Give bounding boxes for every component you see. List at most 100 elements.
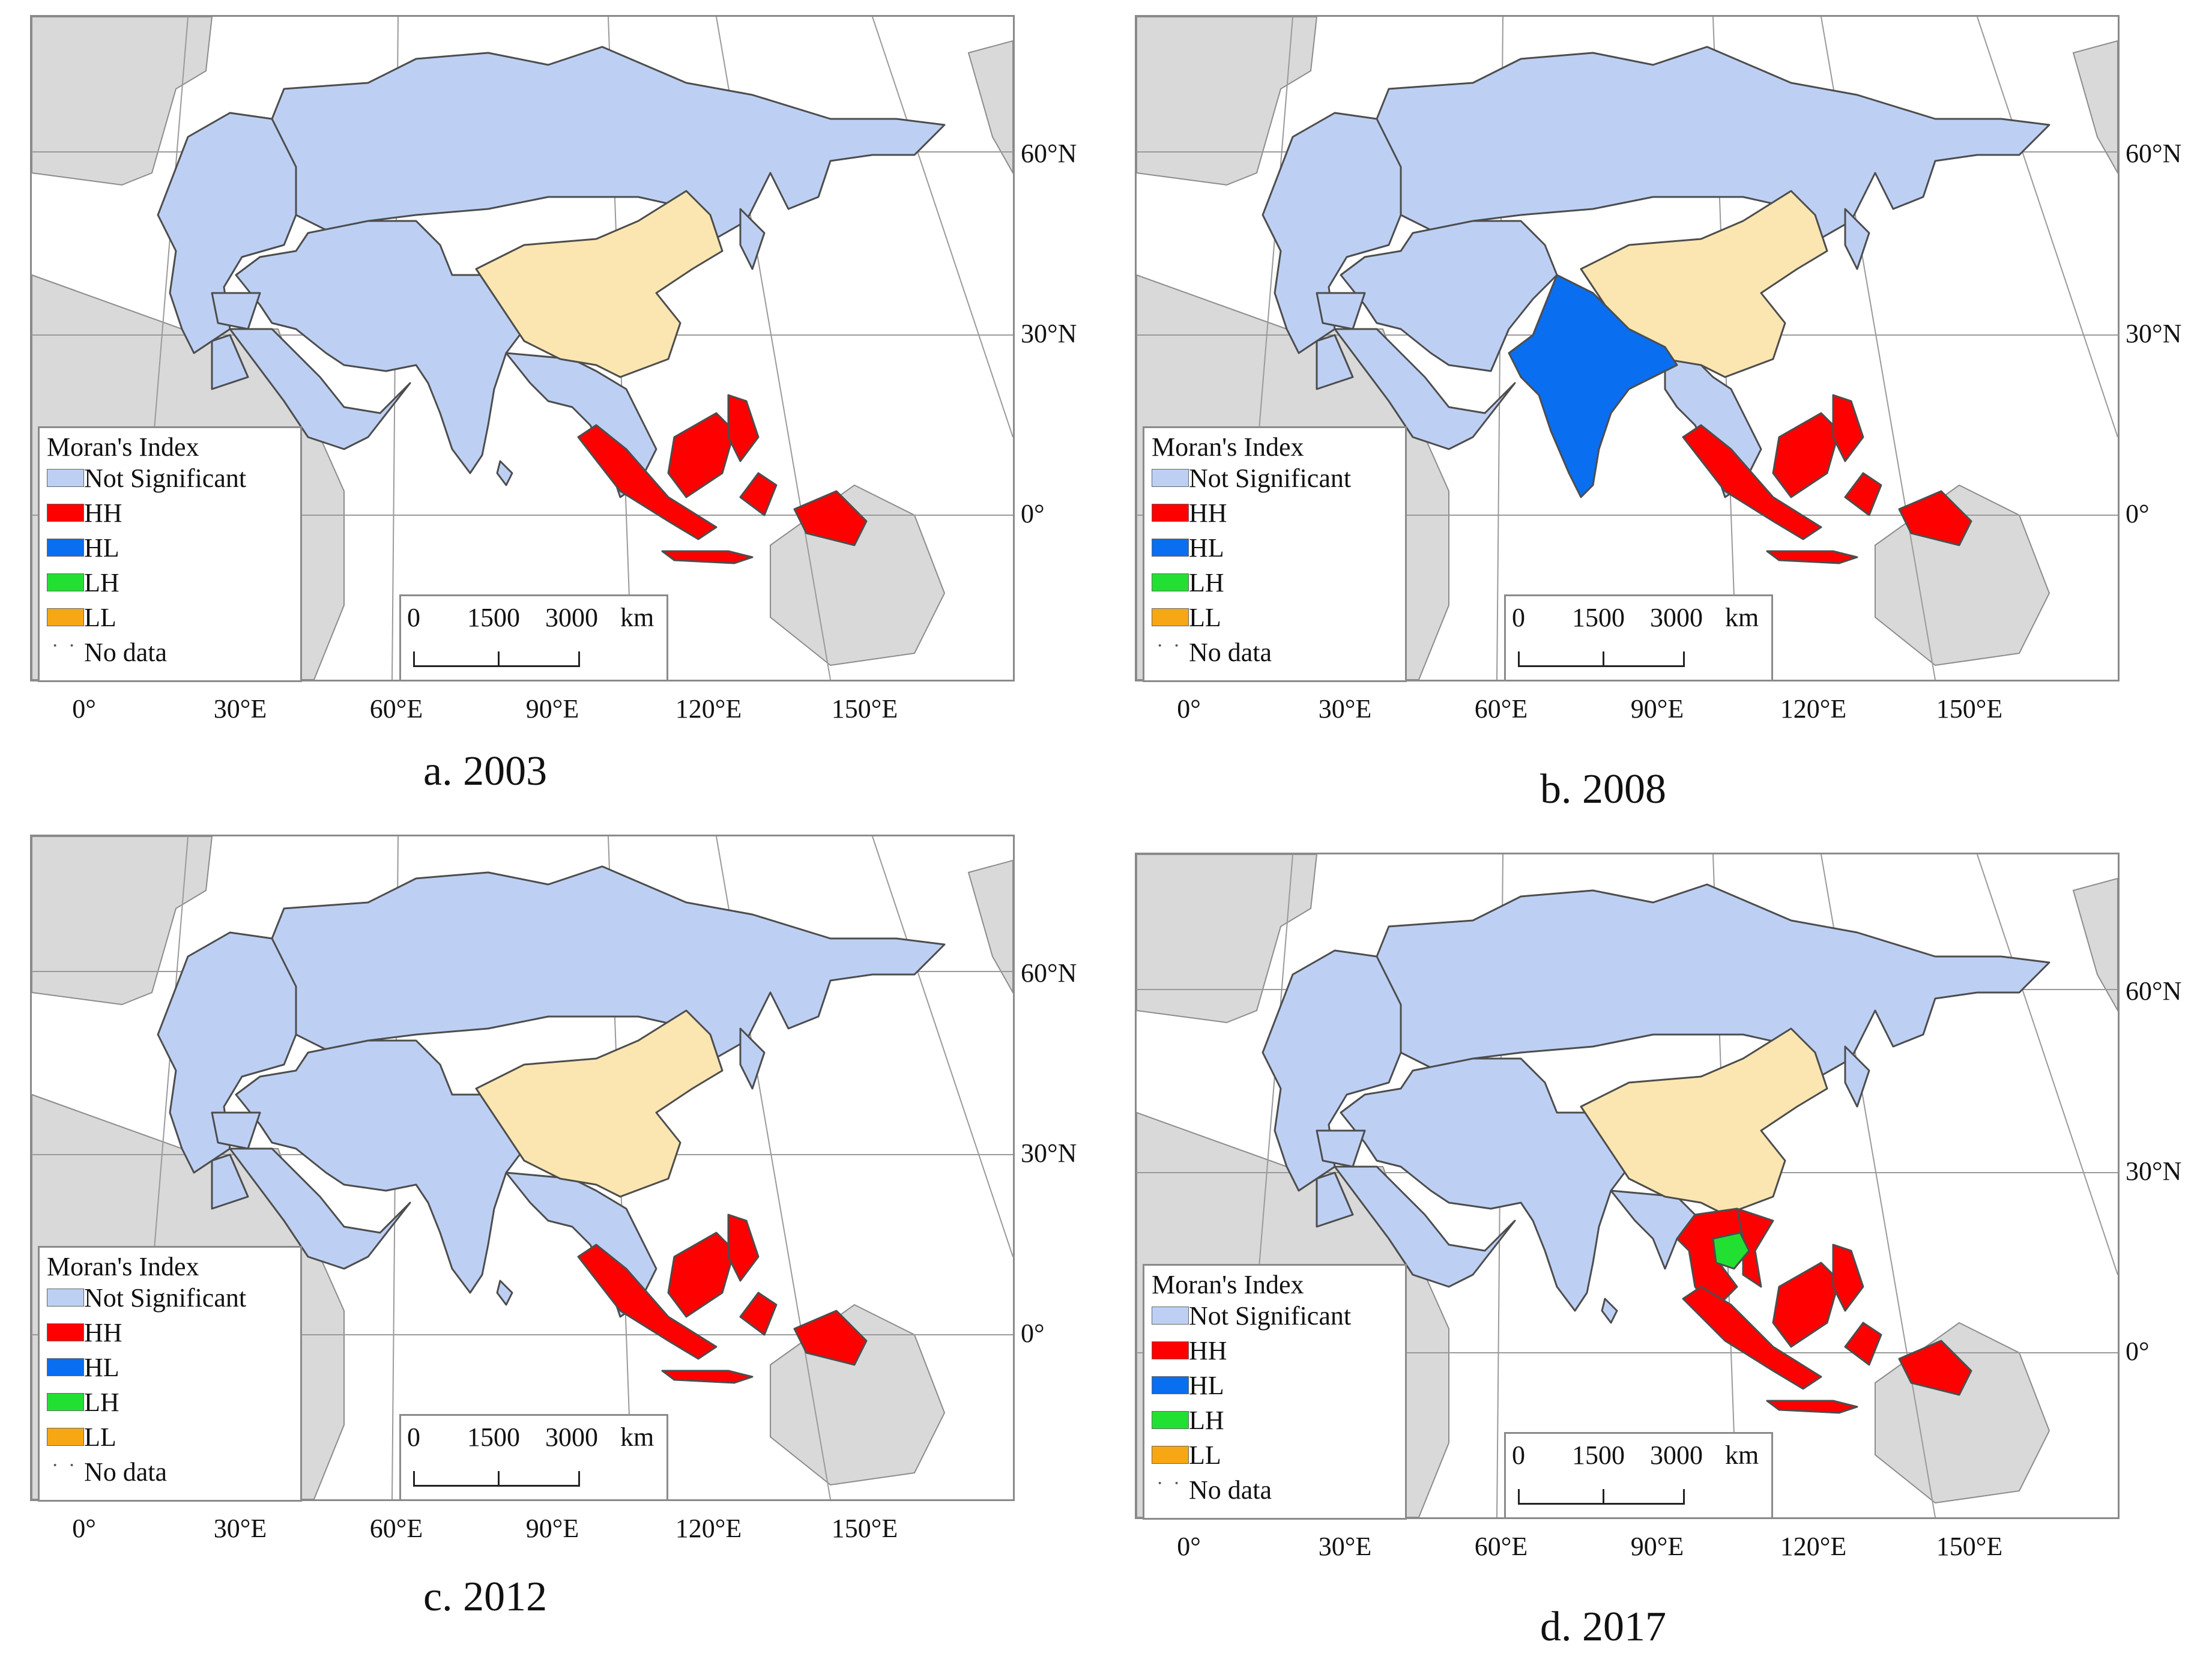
- scale-mid: 1500: [467, 603, 520, 632]
- legend-item-lh: LH: [47, 567, 299, 599]
- legend-item-hh: HH: [47, 1317, 299, 1349]
- lat-label-equator: 0°: [1021, 499, 1045, 528]
- scale-max: 3000: [1650, 1440, 1703, 1470]
- scale-bar: 0 1500 3000 km: [1504, 1432, 1773, 1519]
- legend-label: LL: [1189, 603, 1221, 632]
- china-region: [475, 1009, 724, 1198]
- legend-item-hh: HH: [1152, 498, 1404, 529]
- lon-label-60e: 60°E: [369, 694, 423, 724]
- scale-bar: 0 1500 3000 km: [399, 1414, 668, 1501]
- legend-item-not-significant: Not Significant: [47, 463, 299, 494]
- map-panel-b: 60°N 30°N 0° 0° 30°E 60°E 90°E 120°E 150…: [1129, 15, 2181, 812]
- legend-swatch: [47, 608, 84, 626]
- legend-label: HL: [84, 533, 119, 563]
- china-region: [1580, 1027, 1828, 1216]
- hl-region: [1508, 274, 1678, 498]
- legend-item-not-significant: Not Significant: [47, 1283, 299, 1314]
- legend-item-hl: HL: [1152, 1370, 1404, 1401]
- hh-region: [1682, 394, 1972, 564]
- not-significant-region: [157, 865, 946, 1318]
- legend-item-not-significant: Not Significant: [1152, 463, 1404, 494]
- legend-label: LH: [84, 1388, 119, 1417]
- legend-item-hl: HL: [1152, 533, 1404, 564]
- legend-item-no-data: No data: [1152, 1472, 1404, 1506]
- legend-item-hl: HL: [47, 1352, 299, 1383]
- lat-label-60n: 60°N: [2126, 976, 2182, 1006]
- legend-title: Moran's Index: [47, 432, 199, 462]
- lat-label-30n: 30°N: [2126, 319, 2182, 348]
- legend-swatch: [47, 1454, 84, 1481]
- scale-mid: 1500: [467, 1422, 520, 1452]
- lat-label-30n: 30°N: [1021, 319, 1077, 348]
- legend-swatch: [1152, 573, 1189, 591]
- legend-swatch: [1152, 1446, 1189, 1464]
- legend-label: LH: [84, 568, 119, 597]
- scale-line: [413, 651, 580, 667]
- lon-label-30e: 30°E: [213, 694, 267, 724]
- panel-caption: a. 2003: [423, 748, 548, 794]
- scale-mid: 1500: [1572, 1440, 1625, 1470]
- scale-bar: 0 1500 3000 km: [1504, 594, 1773, 681]
- legend-swatch: [47, 1323, 84, 1341]
- legend-swatch: [1152, 539, 1189, 557]
- legend-swatch: [1152, 1341, 1189, 1359]
- lon-label-30e: 30°E: [213, 1514, 267, 1543]
- not-significant-region: [1262, 46, 2050, 498]
- legend-swatch: [47, 504, 84, 522]
- legend-label: Not Significant: [84, 1283, 247, 1313]
- legend-label: LL: [1189, 1440, 1221, 1470]
- lon-label-30e: 30°E: [1318, 694, 1372, 724]
- legend-swatch: [1152, 469, 1189, 487]
- lon-label-90e: 90°E: [525, 1514, 579, 1543]
- lon-label-90e: 90°E: [1630, 694, 1684, 724]
- scale-bar: 0 1500 3000 km: [399, 594, 668, 681]
- legend: Moran's Index Not Significant HH HL LH L…: [1143, 1264, 1407, 1520]
- scale-line: [1518, 651, 1685, 667]
- not-significant-region: [157, 46, 946, 498]
- legend-label: Not Significant: [84, 464, 247, 493]
- lat-label-equator: 0°: [1021, 1319, 1045, 1348]
- legend-title: Moran's Index: [1152, 1270, 1304, 1299]
- lat-label-60n: 60°N: [2126, 139, 2182, 168]
- scale-zero: 0: [407, 603, 420, 632]
- legend-label: LH: [1189, 1406, 1224, 1435]
- legend-label: LL: [84, 603, 116, 632]
- legend-label: HL: [1189, 1371, 1224, 1400]
- lat-label-30n: 30°N: [2126, 1156, 2182, 1186]
- legend-swatch: [47, 1393, 84, 1411]
- map-frame: [30, 15, 1015, 681]
- lat-label-30n: 30°N: [1021, 1138, 1077, 1168]
- legend-title: Moran's Index: [1152, 432, 1304, 462]
- legend-swatch: [1152, 635, 1189, 661]
- scale-unit: km: [620, 603, 654, 632]
- legend-label: HH: [1189, 498, 1227, 528]
- legend-label: HH: [84, 498, 122, 528]
- legend-swatch: [47, 1428, 84, 1446]
- lat-label-60n: 60°N: [1021, 139, 1077, 168]
- panel-caption: d. 2017: [1540, 1604, 1666, 1650]
- legend-swatch: [47, 1358, 84, 1376]
- legend: Moran's Index Not Significant HH HL LH L…: [38, 1246, 302, 1502]
- scale-zero: 0: [1512, 1440, 1525, 1470]
- map-panel-c: 60°N 30°N 0° 0° 30°E 60°E 90°E 120°E 150…: [24, 835, 1077, 1620]
- lon-label-30e: 30°E: [1318, 1532, 1372, 1561]
- legend-item-no-data: No data: [47, 635, 299, 668]
- lon-label-0: 0°: [72, 694, 96, 724]
- legend-swatch: [47, 1289, 84, 1307]
- scale-tick: [1603, 1489, 1604, 1505]
- legend-item-ll: LL: [1152, 1440, 1404, 1471]
- legend-label: HL: [1189, 533, 1224, 563]
- legend-item-lh: LH: [47, 1387, 299, 1418]
- lon-label-0: 0°: [1177, 1532, 1201, 1561]
- legend-label: No data: [84, 638, 168, 667]
- lon-label-60e: 60°E: [1474, 694, 1528, 724]
- legend-item-ll: LL: [47, 1422, 299, 1453]
- legend-label: No data: [1189, 1475, 1272, 1505]
- legend-item-no-data: No data: [47, 1454, 299, 1488]
- scale-unit: km: [1725, 1440, 1759, 1470]
- legend-item-hh: HH: [1152, 1335, 1404, 1367]
- scale-unit: km: [620, 1422, 654, 1452]
- scale-mid: 1500: [1572, 603, 1625, 632]
- lon-label-90e: 90°E: [525, 694, 579, 724]
- scale-unit: km: [1725, 603, 1759, 632]
